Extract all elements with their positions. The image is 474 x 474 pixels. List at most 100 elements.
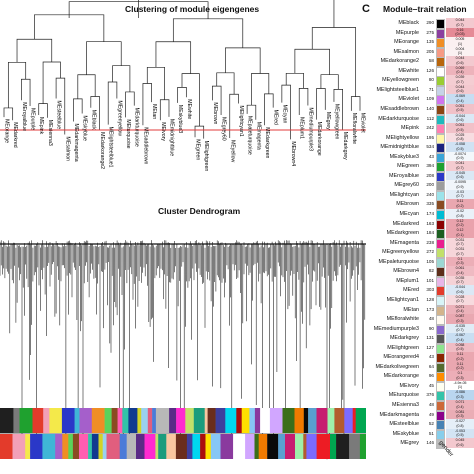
p-value: (0.6) <box>456 118 464 122</box>
module-size: 126 <box>426 67 434 73</box>
correlation-value: 0.081 <box>455 409 465 414</box>
module-size: 534 <box>426 144 434 150</box>
leaf-label: MEpaleturquoise <box>247 116 253 155</box>
correlation-cell: 0.058 (0.5) <box>446 342 474 353</box>
module-name: MEdarkolivegreen <box>375 363 419 370</box>
module-color-swatch <box>436 286 445 297</box>
heatmap-row: MEred 303 -0.044 (0.6) <box>366 285 474 297</box>
p-value: (1) <box>457 385 463 390</box>
module-name: MEsaddlebrown <box>380 105 419 112</box>
correlation-cell: 0.1 (0.3) <box>446 256 474 267</box>
p-value: (1) <box>457 51 463 56</box>
correlation-value: -0.03 <box>456 189 464 194</box>
module-size: 64 <box>428 363 434 369</box>
module-size: 105 <box>426 258 434 264</box>
dendrogram-branch <box>159 99 170 121</box>
dendrogram-branch <box>216 72 235 95</box>
module-color-swatch <box>436 276 445 287</box>
module-size: 101 <box>426 277 434 283</box>
correlation-value: -0.086 <box>455 390 465 395</box>
module-color-segment <box>316 408 328 433</box>
module-color-segment <box>193 408 205 433</box>
leaf-label: MEmagenta <box>255 122 261 150</box>
module-color-segment <box>176 408 186 433</box>
leaf-label: MEivory <box>160 122 166 141</box>
module-color-segment <box>207 408 216 433</box>
module-name: MEbrown <box>396 201 419 208</box>
module-color-segment <box>0 434 13 459</box>
leaf-label: MEbrown4 <box>290 141 296 166</box>
module-color-segment <box>294 408 305 433</box>
correlation-value: 0.12 <box>456 228 464 233</box>
module-size: 131 <box>426 335 434 341</box>
dendrogram-branch <box>298 88 309 116</box>
module-color-segment <box>349 434 361 459</box>
module-size: 135 <box>426 39 434 45</box>
module-color-segment <box>91 408 105 433</box>
module-color-swatch <box>436 143 445 154</box>
module-size: 163 <box>426 220 434 226</box>
module-name: MEmagenta <box>389 239 419 246</box>
leaf-label: MEdarkred <box>12 122 18 147</box>
heatmap-row: MElightyellow 195 0.025 (0.8) <box>366 132 474 144</box>
p-value: (0.3) <box>456 318 464 323</box>
module-color-segment <box>91 434 99 459</box>
module-color-swatch <box>436 238 445 249</box>
module-color-swatch <box>436 315 445 326</box>
module-name: MEdarkred <box>392 220 419 227</box>
module-size: 272 <box>426 249 434 255</box>
heatmap-row: MEfloralwhite 48 0.087 (0.3) <box>366 314 474 326</box>
heatmap-row: MEdarkolivegreen 64 0.11 (0.2) <box>366 361 474 373</box>
leaf-label: MEdarkorange2 <box>99 132 105 169</box>
module-color-segment <box>334 408 345 433</box>
module-color-swatch <box>436 57 445 68</box>
correlation-cell: 0.044 (0.7) <box>446 18 474 28</box>
p-value: (0.6) <box>456 175 464 180</box>
heatmap-row: MEdarkmagenta 49 0.081 (0.3) <box>366 409 474 421</box>
correlation-value: 0.071 <box>455 304 465 309</box>
p-value: (0.5) <box>456 146 464 151</box>
module-color-swatch <box>436 229 445 240</box>
module-color-segment <box>72 434 80 459</box>
module-name: MElightsteelblue1 <box>376 86 419 93</box>
module-color-segment <box>344 408 353 433</box>
leaf-label: MEblack <box>90 110 96 130</box>
module-color-segment <box>269 408 283 433</box>
heatmap-row: MEorangered4 43 0.11 (0.2) <box>366 352 474 364</box>
heatmap-row: MEdarkgrey 131 -0.067 (0.4) <box>366 333 474 345</box>
module-color-segment <box>200 434 206 459</box>
leaf-label: MElightsteelblue1 <box>108 127 114 168</box>
leaf-label: MEviolet <box>360 113 366 133</box>
module-size: 200 <box>426 182 434 188</box>
p-value: (0.5) <box>456 433 464 438</box>
module-size: 303 <box>426 287 434 293</box>
correlation-cell: 0.1 (0.3) <box>446 371 474 382</box>
correlation-cell: 0.005 (1) <box>446 37 474 48</box>
heatmap-row: MEcyan 174 -0.02 (0.8) <box>366 209 474 220</box>
correlation-value: 0.045 <box>455 438 465 443</box>
correlation-value: -0.053 <box>455 428 465 433</box>
leaf-label: MEwhite <box>186 99 192 119</box>
module-color-segment <box>166 434 177 459</box>
module-size: 173 <box>426 306 434 312</box>
module-size: 71 <box>428 86 434 92</box>
module-name: MEmediumpurple3 <box>373 325 419 332</box>
module-size: 275 <box>426 29 434 35</box>
correlation-value: 0.1 <box>457 371 463 376</box>
p-value: (0.4) <box>456 309 464 313</box>
p-value: (0.7) <box>456 328 464 333</box>
module-color-swatch <box>436 334 445 345</box>
module-color-segment <box>152 408 157 433</box>
module-color-swatch <box>436 324 445 335</box>
leaf-label: MEdarkmagenta <box>73 124 79 162</box>
dendrogram-branch <box>320 74 339 90</box>
p-value: (0.7) <box>456 242 464 247</box>
module-color-segment <box>267 434 279 459</box>
dendrogram-branch <box>34 14 105 42</box>
heatmap-row: MEtan 173 0.071 (0.4) <box>366 304 474 316</box>
correlation-value: 0.071 <box>455 400 465 404</box>
correlation-cell: 0.061 (0.4) <box>446 266 474 277</box>
module-color-segment <box>141 408 149 433</box>
module-color-swatch <box>436 439 445 450</box>
